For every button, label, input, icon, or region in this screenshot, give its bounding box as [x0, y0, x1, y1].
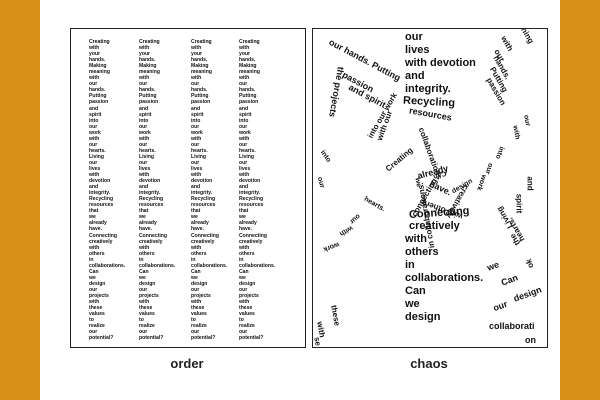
order-caption: order [170, 356, 204, 371]
image-panel: Creating with your hands. Making meaning… [40, 0, 560, 400]
chaos-scatter-word: our [522, 114, 532, 127]
chaos-swirl-cluster: Creating collaborations already have. co… [373, 126, 493, 259]
order-poster: Creating with your hands. Making meaning… [70, 28, 306, 348]
chaos-lower-line: Can [405, 285, 426, 297]
chaos-lower-line: creatively [409, 220, 460, 232]
chaos-scatter-word: we [413, 177, 422, 188]
chaos-main-line: our [405, 31, 423, 43]
chaos-scatter-word: our [315, 176, 326, 189]
order-text-column-1: Creating with your hands. Making meaning… [89, 39, 126, 342]
chaos-scatter-word: ning [519, 28, 536, 46]
chaos-scatter-word: ok [523, 257, 536, 270]
chaos-scatter-word: spirit [514, 193, 524, 214]
chaos-poster: our lives with devotion and integrity. R… [312, 28, 548, 348]
chaos-lower-line: others [405, 246, 439, 258]
order-text-column-4: Creating with your hands. Making meaning… [239, 39, 276, 342]
chaos-scatter-word: Can [499, 272, 520, 288]
chaos-scatter-word: design [512, 284, 543, 304]
chaos-scatter-word: on [525, 335, 536, 345]
order-text-column-3: Creating with your hands. Making meaning… [191, 39, 228, 342]
chaos-scatter-word: work [322, 240, 341, 253]
chaos-scatter-word: and [525, 176, 535, 191]
chaos-scatter-word: into [318, 149, 332, 164]
chaos-main-line: with devotion [405, 57, 476, 69]
chaos-main-line: integrity. [405, 83, 451, 95]
chaos-lower-line: in [405, 259, 415, 271]
chaos-lower-line: with [405, 233, 427, 245]
chaos-lower-line: design [405, 311, 441, 323]
chaos-scatter-word: with [511, 124, 521, 141]
chaos-main-line: and [405, 70, 425, 82]
chaos-scatter-word: Creating [383, 145, 415, 174]
chaos-lower-line: collaborations. [405, 272, 484, 284]
chaos-lower-line: we [405, 298, 420, 310]
chaos-scatter-word: the projects [327, 66, 346, 118]
order-text-column-2: Creating with your hands. Making meaning… [139, 39, 176, 342]
chaos-main-line: lives [405, 44, 430, 56]
chaos-scatter-word: into [493, 145, 505, 160]
chaos-scatter-word: collaborati [489, 321, 535, 331]
chaos-scatter-word: se [312, 336, 323, 347]
chaos-scatter-word: our [491, 298, 509, 314]
chaos-scatter-word: we [485, 259, 501, 273]
chaos-scatter-word: these [329, 304, 342, 327]
chaos-scatter-word: with [338, 223, 354, 238]
chaos-caption: chaos [410, 356, 448, 371]
chaos-scatter-word: our [348, 212, 362, 225]
